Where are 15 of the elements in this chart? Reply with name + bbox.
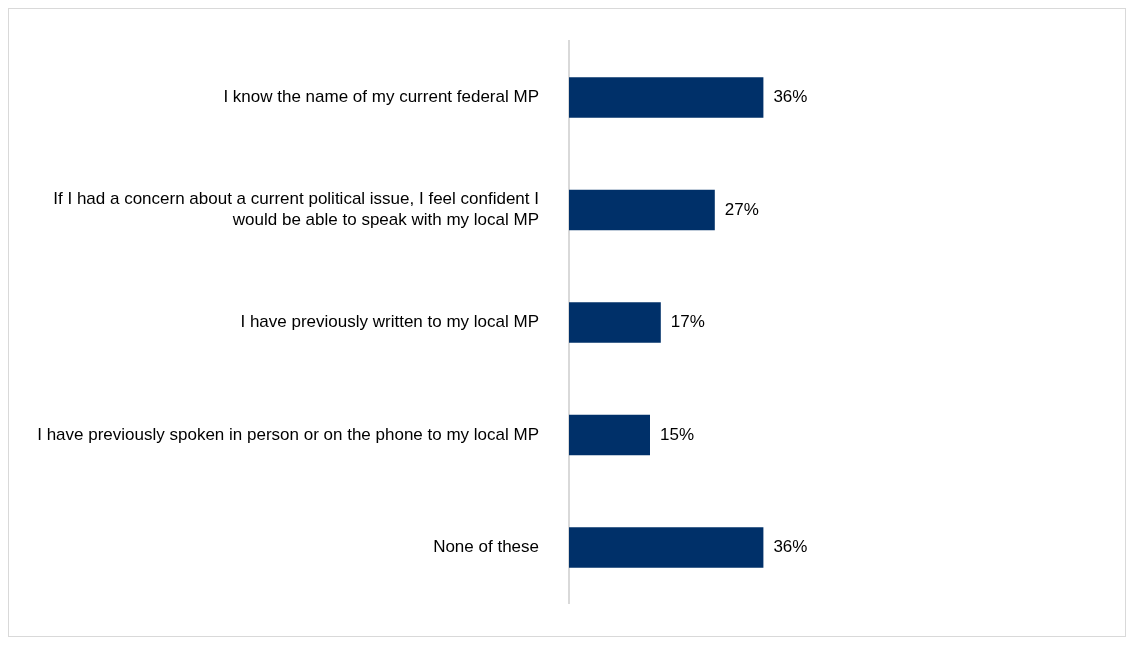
bar <box>569 189 715 231</box>
y-tick-label: I have previously written to my local MP <box>240 312 539 332</box>
data-label: 36% <box>773 87 808 107</box>
data-label: 17% <box>670 312 705 332</box>
data-label: 15% <box>660 424 695 444</box>
bar <box>569 77 764 118</box>
data-label: 27% <box>724 199 759 219</box>
y-tick-label: I know the name of my current federal MP <box>223 87 539 107</box>
bar <box>569 302 661 343</box>
bar <box>569 414 650 456</box>
y-tick-label: None of these <box>433 537 539 557</box>
y-tick-label: If I had a concern about a current political issue, I feel confident I would be able to speak with my local MP <box>53 189 539 229</box>
bar <box>569 527 764 568</box>
data-label: 36% <box>773 537 808 557</box>
y-tick-label: I have previously spoken in person or on the phone to my local MP <box>37 424 539 444</box>
